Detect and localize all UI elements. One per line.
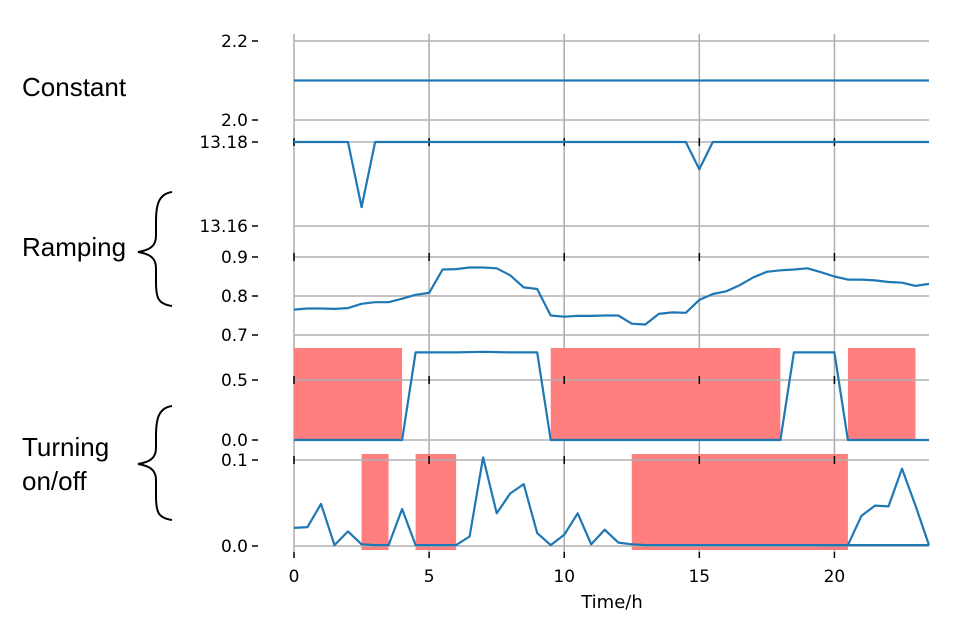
y-tick-label: 0.8 bbox=[221, 287, 248, 307]
series-line bbox=[820, 467, 931, 547]
shaded-region bbox=[550, 348, 781, 440]
y-tick-label: 0.5 bbox=[221, 371, 248, 391]
series-line bbox=[294, 350, 929, 442]
y-tick-label: 0.7 bbox=[221, 326, 248, 346]
series-line bbox=[293, 266, 930, 326]
series-line bbox=[293, 456, 929, 547]
x-tick-label: 5 bbox=[424, 567, 435, 587]
label-constant: Constant bbox=[22, 72, 127, 102]
y-tick-label: 0.0 bbox=[221, 537, 248, 557]
y-tick-label: 2.0 bbox=[221, 111, 248, 131]
shaded-region bbox=[847, 348, 916, 440]
label-ramping: Ramping bbox=[22, 232, 127, 262]
shaded-region bbox=[294, 348, 403, 440]
y-tick-label: 0.1 bbox=[221, 451, 248, 471]
shaded-region bbox=[361, 454, 389, 550]
y-tick-label: 13.18 bbox=[199, 133, 248, 153]
y-tick-label: 0.9 bbox=[221, 248, 248, 268]
y-tick-label: 13.16 bbox=[199, 217, 248, 237]
series-line bbox=[294, 140, 929, 209]
y-tick-label: 0.0 bbox=[221, 431, 248, 451]
x-tick-label: 20 bbox=[824, 567, 846, 587]
brace-turning bbox=[137, 405, 173, 521]
shaded-region bbox=[415, 454, 457, 550]
label-turning-line1: Turning bbox=[22, 432, 110, 462]
x-tick-label: 15 bbox=[688, 567, 710, 587]
brace-ramping bbox=[137, 191, 173, 307]
x-tick-label: 0 bbox=[289, 567, 300, 587]
shaded-region bbox=[631, 454, 848, 550]
x-axis-label: Time/h bbox=[580, 592, 643, 613]
y-tick-label: 2.2 bbox=[221, 32, 248, 52]
x-tick-label: 10 bbox=[553, 567, 575, 587]
label-turning-line2: on/off bbox=[22, 466, 87, 496]
